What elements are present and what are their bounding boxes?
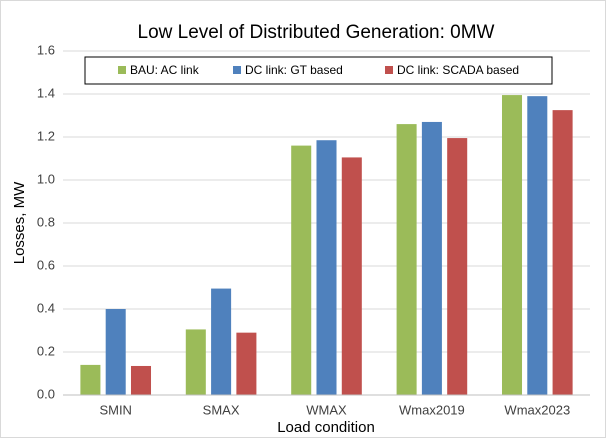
x-tick-label: SMIN <box>99 402 132 417</box>
bar <box>211 288 232 395</box>
legend-swatch <box>385 66 393 74</box>
x-tick-label: Wmax2023 <box>504 402 570 417</box>
bar <box>501 95 523 395</box>
bar <box>552 110 573 395</box>
x-tick-label: WMAX <box>306 402 347 417</box>
legend-swatch <box>233 66 241 74</box>
bar <box>130 365 152 395</box>
y-tick-label: 0.2 <box>37 343 55 358</box>
y-axis-label: Losses, MW <box>11 181 28 264</box>
bar <box>236 332 257 395</box>
bar <box>185 329 206 395</box>
y-tick-label: 1.2 <box>37 128 55 143</box>
bar <box>447 138 468 395</box>
chart-title: Low Level of Distributed Generation: 0MW <box>138 22 495 43</box>
y-tick-label: 0.4 <box>37 300 55 315</box>
x-tick-label: SMAX <box>203 402 240 417</box>
bar <box>527 96 548 396</box>
y-tick-label: 0.6 <box>37 257 55 272</box>
y-tick-label: 1.6 <box>37 42 55 57</box>
bar <box>291 145 312 395</box>
bar <box>80 364 101 395</box>
legend-label: BAU: AC link <box>130 63 200 77</box>
y-tick-label: 0.0 <box>37 386 55 401</box>
y-tick-label: 1.0 <box>37 171 55 186</box>
y-tick-label: 0.8 <box>37 214 55 229</box>
bar <box>105 309 126 395</box>
legend-label: DC link: SCADA based <box>397 63 519 77</box>
bar <box>316 140 337 395</box>
bar <box>421 121 442 395</box>
x-axis-label: Load condition <box>277 419 375 436</box>
legend-swatch <box>118 66 126 74</box>
bar <box>396 124 417 395</box>
legend-label: DC link: GT based <box>245 63 343 77</box>
bar <box>341 157 362 395</box>
x-tick-label: Wmax2019 <box>399 402 465 417</box>
y-tick-label: 1.4 <box>37 85 55 100</box>
legend-box <box>84 56 553 85</box>
